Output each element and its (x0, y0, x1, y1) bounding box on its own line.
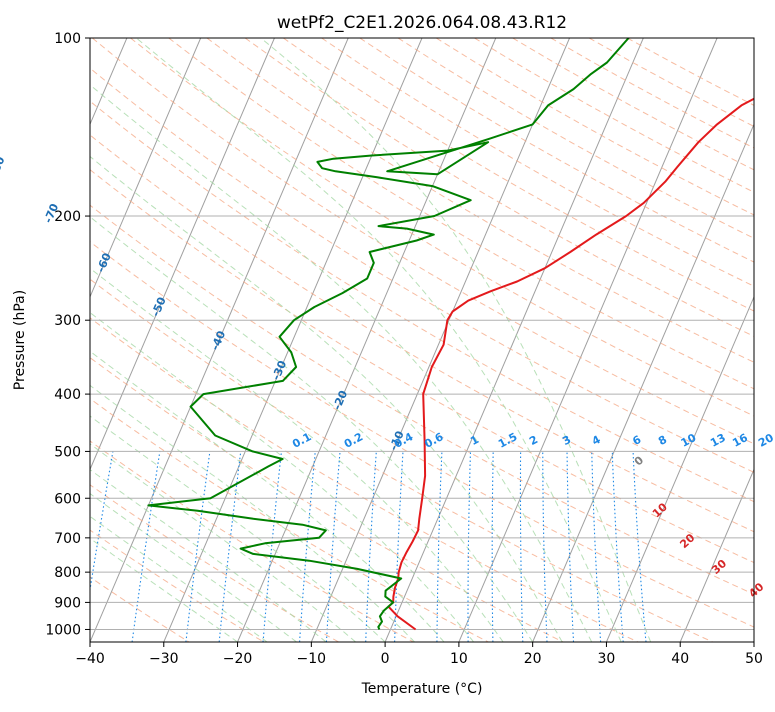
chart-title: wetPf2_C2E1.2026.064.08.43.R12 (277, 13, 567, 33)
x-tick-label: 20 (524, 651, 542, 667)
mixing-ratio-label: 20 (756, 431, 775, 450)
isotherm-label: -80 (0, 154, 8, 178)
x-tick-label: 0 (381, 651, 390, 667)
x-tick-label: 10 (450, 651, 468, 667)
y-axis-ticks: 100 200 300 400 500 600 700 800 900 1000 (45, 31, 90, 638)
y-tick-label: 900 (54, 595, 81, 611)
y-tick-label: 700 (54, 531, 81, 547)
x-axis-label: Temperature (°C) (361, 681, 483, 697)
x-tick-label: 40 (671, 651, 689, 667)
x-axis-ticks: −40 −30 −20 −10 0 10 20 30 40 50 (75, 642, 763, 667)
y-tick-label: 500 (54, 444, 81, 460)
x-tick-label: −10 (297, 651, 327, 667)
x-tick-label: 30 (598, 651, 616, 667)
isotherm-line (754, 38, 775, 642)
y-tick-label: 100 (54, 31, 81, 47)
x-tick-label: 50 (745, 651, 763, 667)
y-tick-label: 400 (54, 387, 81, 403)
y-tick-label: 300 (54, 313, 81, 329)
y-tick-label: 1000 (45, 622, 81, 638)
y-tick-label: 800 (54, 565, 81, 581)
y-tick-label: 200 (54, 209, 81, 225)
x-tick-label: −20 (223, 651, 253, 667)
x-tick-label: −30 (149, 651, 179, 667)
x-tick-label: −40 (75, 651, 105, 667)
y-axis-label: Pressure (hPa) (12, 290, 28, 390)
y-tick-label: 600 (54, 491, 81, 507)
